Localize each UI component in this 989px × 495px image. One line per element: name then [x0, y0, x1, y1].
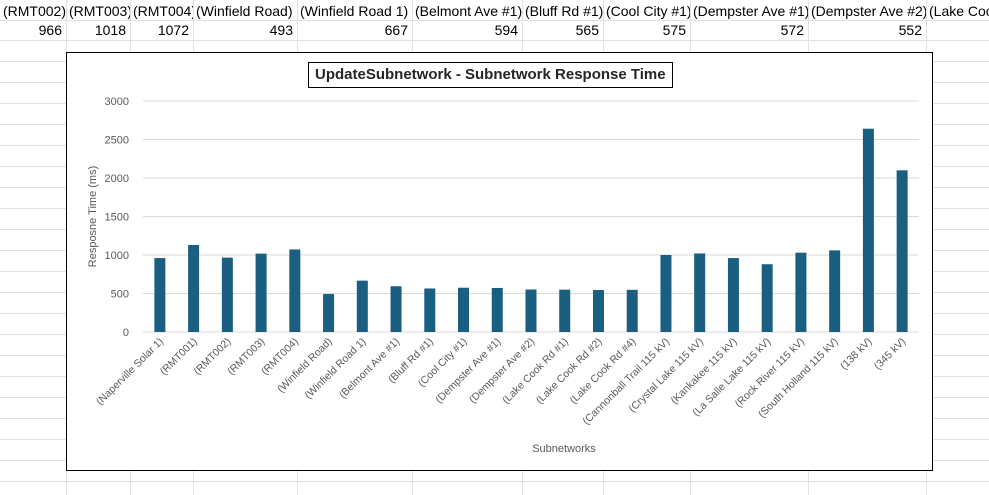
- y-axis-title: Resposne Time (ms): [87, 166, 99, 267]
- value-cell[interactable]: 552: [898, 22, 922, 38]
- bar: [694, 253, 706, 332]
- x-tick-label: (345 kV): [872, 336, 909, 373]
- x-axis-title: Subnetworks: [532, 443, 596, 455]
- header-cell[interactable]: (Belmont Ave #1): [415, 3, 522, 19]
- value-cell[interactable]: 572: [780, 22, 804, 38]
- header-cell[interactable]: (Lake Coo: [929, 3, 989, 19]
- bar: [356, 280, 368, 332]
- x-tick-label: (138 kV): [838, 336, 875, 373]
- bar: [154, 258, 166, 332]
- bar: [626, 289, 638, 332]
- bar: [559, 289, 571, 332]
- x-tick-label: (Belmont Ave #1): [337, 336, 402, 401]
- bar: [761, 264, 773, 332]
- header-cell[interactable]: (RMT004): [133, 3, 193, 19]
- value-cell[interactable]: 594: [494, 22, 518, 38]
- bar: [896, 170, 908, 332]
- header-cell[interactable]: (RMT002): [3, 3, 66, 19]
- y-tick-label: 0: [123, 327, 129, 339]
- header-cell[interactable]: (Dempster Ave #2): [811, 3, 926, 19]
- bar: [660, 255, 672, 332]
- value-cell[interactable]: 966: [38, 22, 62, 38]
- bar: [727, 258, 739, 332]
- value-cell[interactable]: 575: [662, 22, 686, 38]
- bar: [289, 249, 301, 332]
- y-tick-label: 2500: [105, 135, 129, 147]
- x-tick-label: (Winfield Road 1): [303, 336, 369, 402]
- header-cell[interactable]: (Dempster Ave #1): [693, 3, 808, 19]
- bar: [491, 287, 503, 332]
- y-tick-label: 2000: [105, 173, 129, 185]
- value-cell[interactable]: 667: [384, 22, 408, 38]
- bar: [424, 288, 436, 332]
- bar: [829, 250, 841, 332]
- bar: [188, 244, 200, 332]
- bar: [221, 257, 233, 332]
- bar: [323, 294, 335, 332]
- header-cell[interactable]: (Cool City #1): [606, 3, 690, 19]
- y-tick-label: 3000: [105, 96, 129, 108]
- bar: [525, 289, 537, 332]
- header-cell[interactable]: (RMT003): [69, 3, 130, 19]
- bar: [592, 290, 604, 332]
- bar-chart: 0 500 1000 1500 2000 2500 3000 (Naperville Sola…: [87, 96, 919, 455]
- y-tick-label: 500: [111, 289, 129, 301]
- value-cell[interactable]: 1072: [157, 22, 189, 38]
- chart-object[interactable]: 0 500 1000 1500 2000 2500 3000 (Naperville Sola…: [66, 52, 933, 471]
- bar: [255, 253, 267, 332]
- header-cell[interactable]: (Winfield Road 1): [300, 3, 409, 19]
- y-tick-label: 1000: [105, 250, 129, 262]
- value-cell[interactable]: 1018: [94, 22, 126, 38]
- bar: [458, 287, 470, 332]
- y-tick-label: 1500: [105, 212, 129, 224]
- chart-title[interactable]: UpdateSubnetwork - Subnetwork Response T…: [308, 62, 673, 88]
- row-gridline: [0, 20, 989, 21]
- row-gridline: [0, 40, 989, 41]
- row-gridline: [0, 481, 989, 482]
- bar: [795, 252, 807, 332]
- bar: [862, 128, 874, 332]
- header-cell[interactable]: (Bluff Rd #1): [525, 3, 603, 19]
- x-tick-label: (Naperville Solar 1): [94, 336, 166, 408]
- value-cell[interactable]: 565: [575, 22, 599, 38]
- bar: [390, 286, 402, 332]
- value-cell[interactable]: 493: [269, 22, 293, 38]
- header-cell[interactable]: (Winfield Road): [196, 3, 293, 19]
- value-cell[interactable]: [926, 20, 989, 40]
